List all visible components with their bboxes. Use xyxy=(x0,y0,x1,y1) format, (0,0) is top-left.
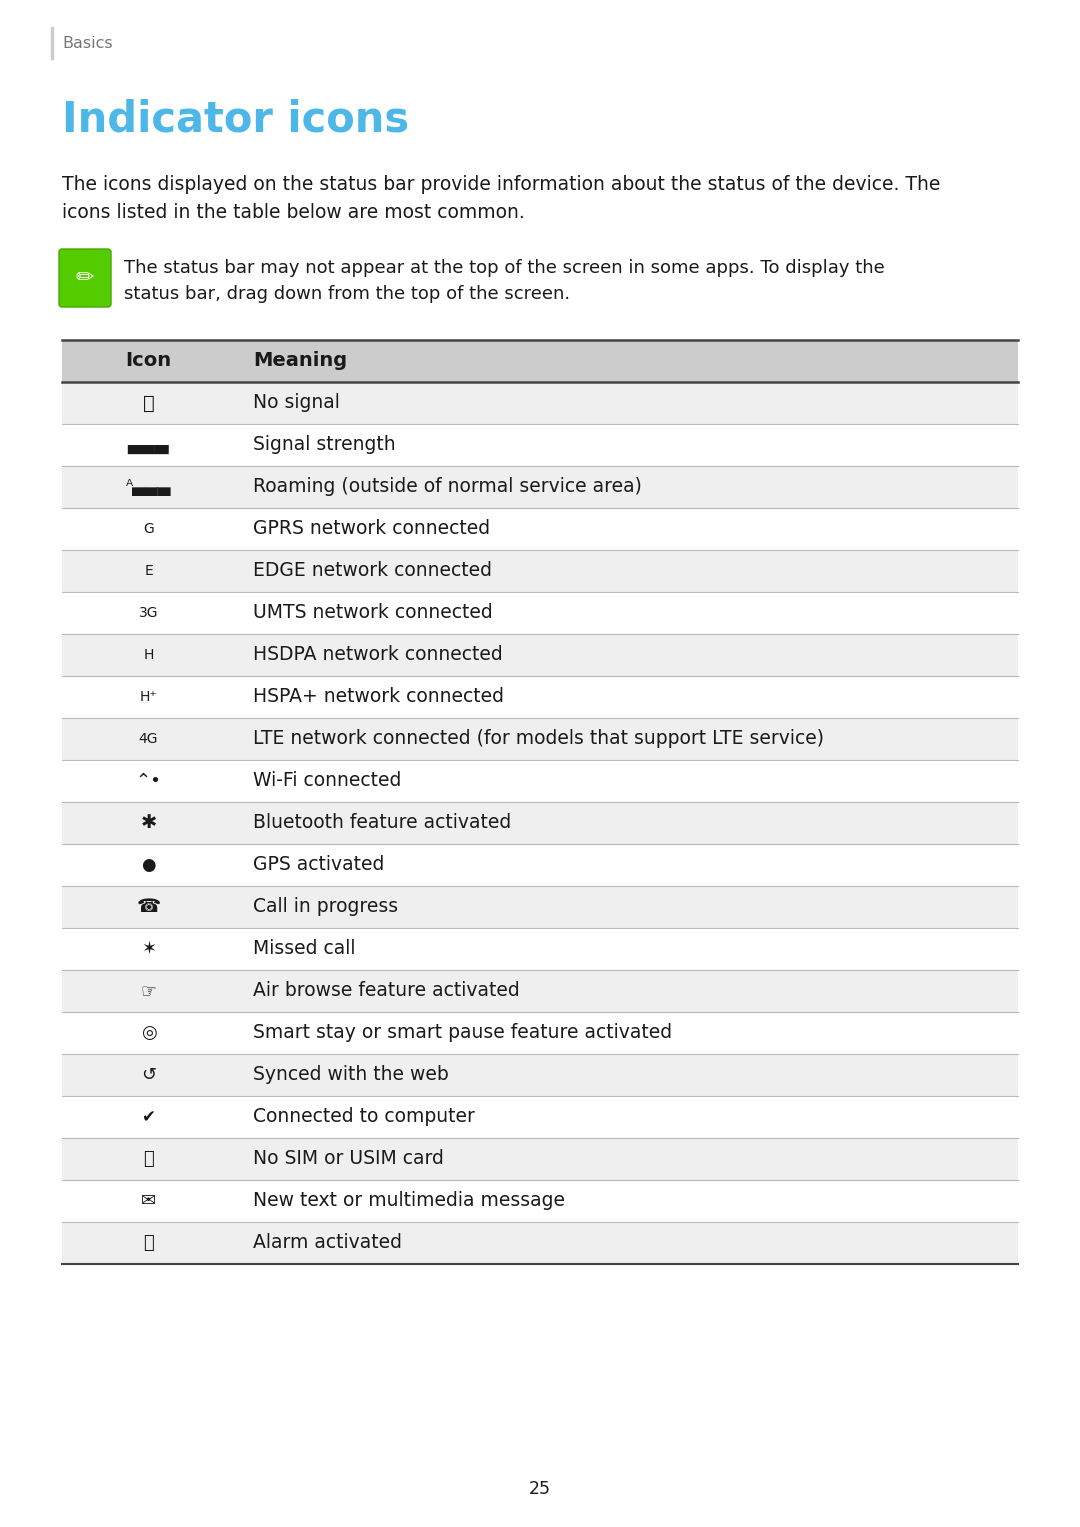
Text: Basics: Basics xyxy=(62,35,112,50)
Text: ✶: ✶ xyxy=(140,941,157,957)
Text: ⎙: ⎙ xyxy=(144,1150,153,1168)
Text: Connected to computer: Connected to computer xyxy=(253,1107,475,1127)
Bar xyxy=(62,970,1018,1012)
Text: ✏: ✏ xyxy=(76,269,94,289)
Text: ◎: ◎ xyxy=(140,1025,157,1041)
Text: LTE network connected (for models that support LTE service): LTE network connected (for models that s… xyxy=(253,730,824,748)
Bar xyxy=(62,508,1018,550)
Text: No SIM or USIM card: No SIM or USIM card xyxy=(253,1150,444,1168)
Text: ☞: ☞ xyxy=(140,982,157,1000)
Text: Synced with the web: Synced with the web xyxy=(253,1066,449,1084)
Bar xyxy=(62,592,1018,634)
Text: 4G: 4G xyxy=(138,731,159,747)
Text: status bar, drag down from the top of the screen.: status bar, drag down from the top of th… xyxy=(124,286,570,302)
Text: ᴬ▄▄▄: ᴬ▄▄▄ xyxy=(125,478,172,496)
Text: H: H xyxy=(144,647,153,663)
Bar xyxy=(62,341,1018,382)
Text: New text or multimedia message: New text or multimedia message xyxy=(253,1191,565,1211)
Text: ⏰: ⏰ xyxy=(144,1234,153,1252)
Bar xyxy=(62,1096,1018,1138)
Text: Alarm activated: Alarm activated xyxy=(253,1234,402,1252)
Text: ⛔: ⛔ xyxy=(143,394,154,412)
Bar xyxy=(62,844,1018,886)
Text: The icons displayed on the status bar provide information about the status of th: The icons displayed on the status bar pr… xyxy=(62,176,941,194)
Bar xyxy=(62,550,1018,592)
Bar xyxy=(62,1012,1018,1054)
Text: Wi-Fi connected: Wi-Fi connected xyxy=(253,771,402,791)
Bar xyxy=(62,676,1018,718)
Bar xyxy=(62,760,1018,802)
Text: UMTS network connected: UMTS network connected xyxy=(253,603,492,623)
Text: EDGE network connected: EDGE network connected xyxy=(253,562,492,580)
Bar xyxy=(62,718,1018,760)
Text: ↺: ↺ xyxy=(140,1066,157,1084)
Bar xyxy=(62,886,1018,928)
Text: ✉: ✉ xyxy=(140,1193,157,1209)
Bar xyxy=(62,1180,1018,1222)
Text: Indicator icons: Indicator icons xyxy=(62,99,409,140)
Bar xyxy=(62,802,1018,844)
FancyBboxPatch shape xyxy=(59,249,111,307)
Text: ▄▄▄: ▄▄▄ xyxy=(127,437,170,454)
Text: ✱: ✱ xyxy=(140,814,157,832)
Text: Missed call: Missed call xyxy=(253,939,355,959)
Text: Bluetooth feature activated: Bluetooth feature activated xyxy=(253,814,511,832)
Bar xyxy=(62,634,1018,676)
Text: Roaming (outside of normal service area): Roaming (outside of normal service area) xyxy=(253,478,642,496)
Bar xyxy=(62,382,1018,425)
Text: G: G xyxy=(144,522,153,536)
Text: Air browse feature activated: Air browse feature activated xyxy=(253,982,519,1000)
Text: 25: 25 xyxy=(529,1480,551,1498)
Text: Smart stay or smart pause feature activated: Smart stay or smart pause feature activa… xyxy=(253,1023,672,1043)
Text: 3G: 3G xyxy=(138,606,159,620)
Text: Signal strength: Signal strength xyxy=(253,435,395,455)
Text: ●: ● xyxy=(141,857,156,873)
Text: ✔: ✔ xyxy=(141,1109,156,1125)
Bar xyxy=(62,1222,1018,1264)
Text: HSPA+ network connected: HSPA+ network connected xyxy=(253,687,504,707)
Text: ☎: ☎ xyxy=(136,898,161,916)
Text: E: E xyxy=(144,563,153,579)
Text: GPS activated: GPS activated xyxy=(253,855,384,875)
Bar xyxy=(62,466,1018,508)
Text: H⁺: H⁺ xyxy=(139,690,158,704)
Text: The status bar may not appear at the top of the screen in some apps. To display : The status bar may not appear at the top… xyxy=(124,260,885,276)
Bar xyxy=(62,1138,1018,1180)
Text: GPRS network connected: GPRS network connected xyxy=(253,519,490,539)
Text: Call in progress: Call in progress xyxy=(253,898,399,916)
Text: Meaning: Meaning xyxy=(253,351,347,371)
Bar xyxy=(62,1054,1018,1096)
Bar xyxy=(62,425,1018,466)
Text: Icon: Icon xyxy=(125,351,172,371)
Text: ⌃•: ⌃• xyxy=(136,773,161,789)
Bar xyxy=(62,928,1018,970)
Text: No signal: No signal xyxy=(253,394,340,412)
Text: icons listed in the table below are most common.: icons listed in the table below are most… xyxy=(62,203,525,223)
Text: HSDPA network connected: HSDPA network connected xyxy=(253,646,503,664)
